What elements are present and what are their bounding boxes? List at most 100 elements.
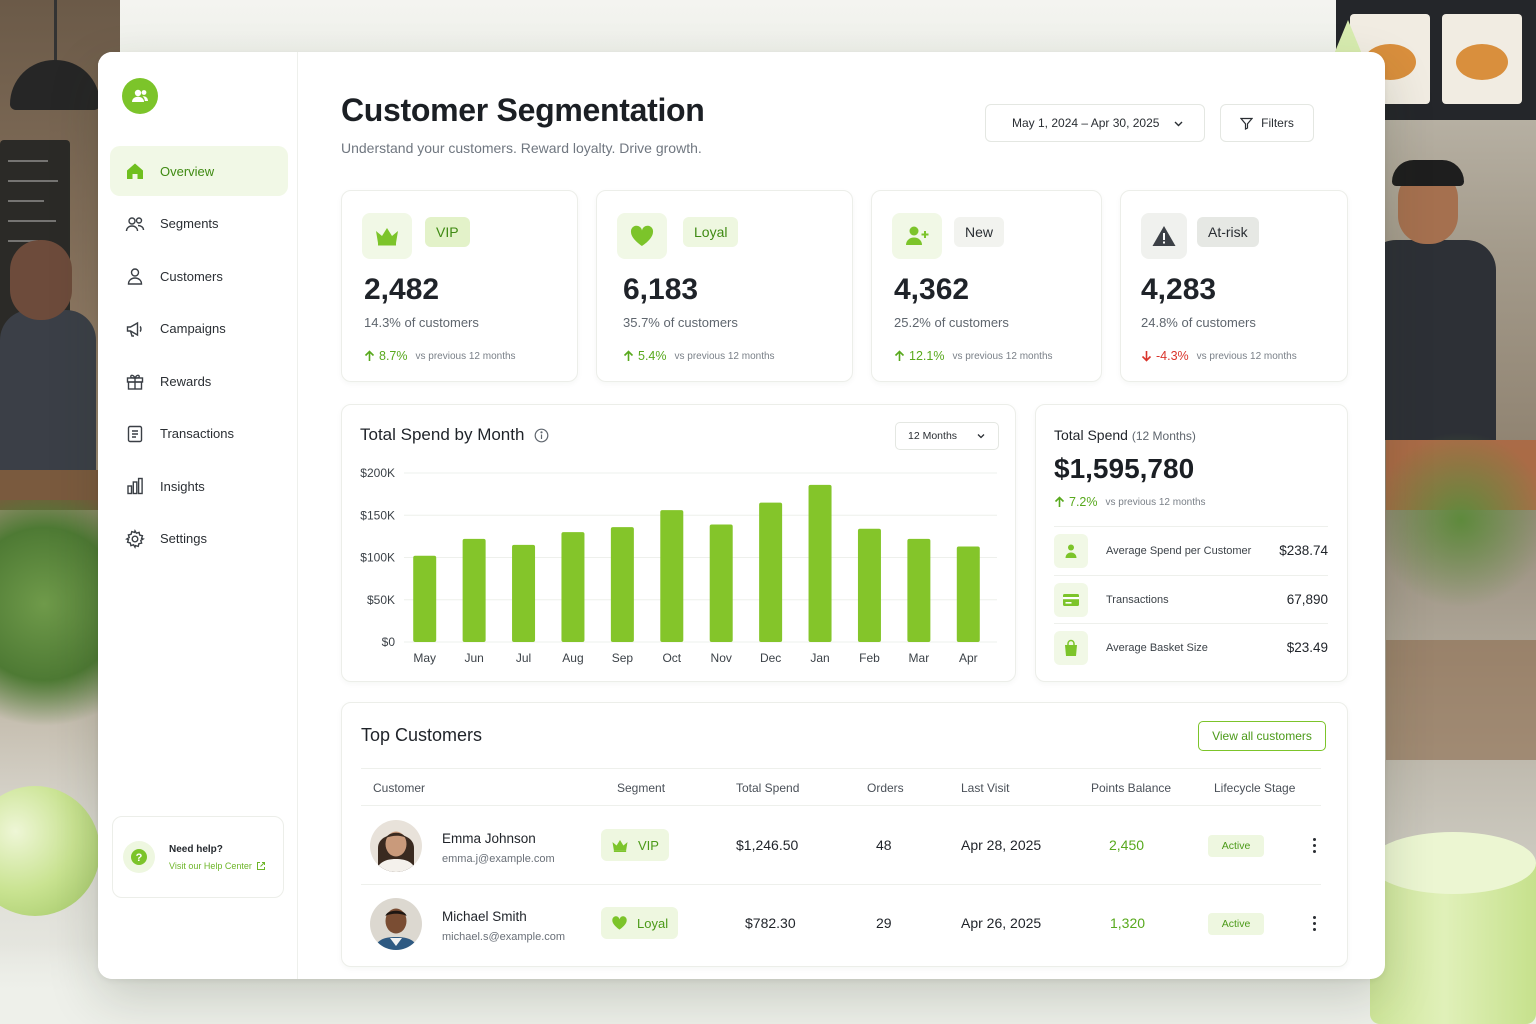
segment-percent: 14.3% of customers bbox=[364, 315, 479, 330]
crown-icon bbox=[362, 213, 412, 259]
app-logo[interactable] bbox=[122, 78, 158, 114]
megaphone-icon bbox=[124, 318, 146, 340]
avatar bbox=[370, 820, 422, 872]
x-tick-label: Jul bbox=[516, 651, 531, 665]
total-spend-label: Total Spend bbox=[1054, 427, 1128, 443]
users-icon bbox=[124, 213, 146, 235]
sidebar-item-label: Settings bbox=[160, 531, 207, 546]
segment-card-vip[interactable]: VIP 2,482 14.3% of customers 8.7% vs pre… bbox=[341, 190, 578, 382]
sidebar-item-rewards[interactable]: Rewards bbox=[110, 356, 288, 406]
segment-trend: 8.7% vs previous 12 months bbox=[364, 349, 516, 363]
help-card[interactable]: ? Need help? Visit our Help Center bbox=[112, 816, 284, 898]
trend-value: 8.7% bbox=[379, 349, 408, 363]
sidebar-item-label: Campaigns bbox=[160, 321, 226, 336]
sidebar-item-campaigns[interactable]: Campaigns bbox=[110, 304, 288, 354]
sidebar-item-label: Rewards bbox=[160, 373, 212, 389]
sidebar-item-settings[interactable]: Settings bbox=[110, 514, 288, 564]
x-tick-label: Nov bbox=[711, 651, 732, 665]
table-row[interactable]: Michael Smith michael.s@example.com Loya… bbox=[361, 885, 1321, 963]
filters-button[interactable]: Filters bbox=[1220, 104, 1314, 142]
column-header[interactable]: Segment bbox=[617, 781, 666, 795]
chart-bar bbox=[561, 532, 585, 642]
column-header[interactable]: Total Spend bbox=[736, 781, 800, 795]
y-tick-label: $0 bbox=[382, 635, 396, 649]
column-header[interactable]: Lifecycle Stage bbox=[1214, 781, 1296, 795]
segment-trend: 5.4% vs previous 12 months bbox=[623, 349, 775, 363]
person-icon bbox=[1054, 533, 1088, 568]
segment-count: 4,362 bbox=[894, 273, 970, 306]
orders-cell: 48 bbox=[876, 837, 892, 853]
sidebar-item-customers[interactable]: Customers bbox=[110, 251, 288, 301]
barista-head bbox=[10, 240, 72, 320]
y-tick-label: $50K bbox=[367, 593, 395, 607]
sidebar: Overview Segments Customers Campaigns bbox=[98, 52, 298, 979]
date-range-select[interactable]: May 1, 2024 – Apr 30, 2025 bbox=[985, 104, 1205, 142]
segment-card-at-risk[interactable]: At-risk 4,283 24.8% of customers -4.3% v… bbox=[1120, 190, 1348, 382]
segment-badge: At-risk bbox=[1197, 217, 1259, 247]
crown-icon bbox=[612, 839, 628, 852]
gift-icon bbox=[124, 370, 146, 392]
segment-card-new[interactable]: New 4,362 25.2% of customers 12.1% vs pr… bbox=[871, 190, 1102, 382]
segment-badge: VIP bbox=[425, 217, 470, 247]
metric-label: Transactions bbox=[1106, 593, 1169, 606]
avatar bbox=[370, 898, 422, 950]
view-all-customers-button[interactable]: View all customers bbox=[1198, 721, 1326, 751]
chart-bar bbox=[660, 510, 684, 642]
customer-name[interactable]: Michael Smith bbox=[442, 909, 527, 924]
decorative-sphere bbox=[0, 786, 100, 916]
lifecycle-status-badge: Active bbox=[1208, 913, 1264, 935]
customer-name[interactable]: Emma Johnson bbox=[442, 831, 536, 846]
trend-caption: vs previous 12 months bbox=[674, 350, 775, 362]
segment-count: 2,482 bbox=[364, 273, 440, 306]
chevron-down-icon bbox=[977, 434, 985, 439]
top-customers-card: Top Customers View all customers Custome… bbox=[341, 702, 1348, 967]
help-center-link[interactable]: Visit our Help Center bbox=[169, 861, 266, 871]
trend-caption: vs previous 12 months bbox=[1196, 350, 1297, 362]
points-cell: 2,450 bbox=[1109, 837, 1145, 853]
chart-bar bbox=[759, 502, 783, 642]
trend-value: -4.3% bbox=[1156, 349, 1189, 363]
arrow-up-icon bbox=[623, 350, 634, 361]
segment-card-loyal[interactable]: Loyal 6,183 35.7% of customers 5.4% vs p… bbox=[596, 190, 853, 382]
chart-bar bbox=[857, 528, 881, 642]
column-header[interactable]: Last Visit bbox=[961, 781, 1010, 795]
sidebar-item-insights[interactable]: Insights bbox=[110, 461, 288, 511]
segment-count: 6,183 bbox=[623, 273, 699, 306]
sidebar-item-segments[interactable]: Segments bbox=[110, 199, 288, 249]
page-subtitle: Understand your customers. Reward loyalt… bbox=[341, 140, 702, 156]
table-row[interactable]: Emma Johnson emma.j@example.com VIP $1,2… bbox=[361, 807, 1321, 885]
arrow-up-icon bbox=[364, 350, 375, 361]
metric-label: Average Basket Size bbox=[1106, 641, 1208, 654]
question-icon: ? bbox=[123, 841, 155, 873]
column-header[interactable]: Orders bbox=[867, 781, 904, 795]
column-header[interactable]: Points Balance bbox=[1091, 781, 1172, 795]
trend-value: 5.4% bbox=[638, 349, 667, 363]
sidebar-item-overview[interactable]: Overview bbox=[110, 146, 288, 196]
trend-value: 12.1% bbox=[909, 349, 945, 363]
more-options-icon[interactable] bbox=[1307, 911, 1321, 935]
metric-value: 67,890 bbox=[1286, 592, 1328, 607]
segment-count: 4,283 bbox=[1141, 273, 1217, 306]
trend-value: 7.2% bbox=[1069, 495, 1098, 509]
metric-avg-spend: Average Spend per Customer $238.74 bbox=[1054, 526, 1328, 574]
arrow-down-icon bbox=[1141, 351, 1152, 362]
main-content: Customer Segmentation Understand your cu… bbox=[298, 52, 1385, 979]
info-icon[interactable] bbox=[534, 428, 549, 443]
x-tick-label: May bbox=[413, 651, 436, 665]
months-range-value: 12 Months bbox=[908, 430, 958, 442]
more-options-icon[interactable] bbox=[1307, 833, 1321, 857]
sidebar-item-transactions[interactable]: Transactions bbox=[110, 409, 288, 459]
last-visit-cell: Apr 26, 2025 bbox=[961, 915, 1042, 931]
total-spend-card: Total Spend (12 Months) $1,595,780 7.2% … bbox=[1035, 404, 1348, 682]
x-tick-label: Sep bbox=[612, 651, 634, 665]
column-header[interactable]: Customer bbox=[373, 781, 426, 795]
months-range-select[interactable]: 12 Months bbox=[895, 422, 999, 450]
chart-bar bbox=[709, 524, 733, 642]
user-plus-icon bbox=[892, 213, 942, 259]
orders-cell: 29 bbox=[876, 915, 892, 931]
gear-icon bbox=[124, 528, 146, 550]
segment-chip-label: VIP bbox=[638, 837, 659, 853]
lamp-cord bbox=[54, 0, 57, 62]
decorative-cylinder-top bbox=[1370, 832, 1536, 894]
